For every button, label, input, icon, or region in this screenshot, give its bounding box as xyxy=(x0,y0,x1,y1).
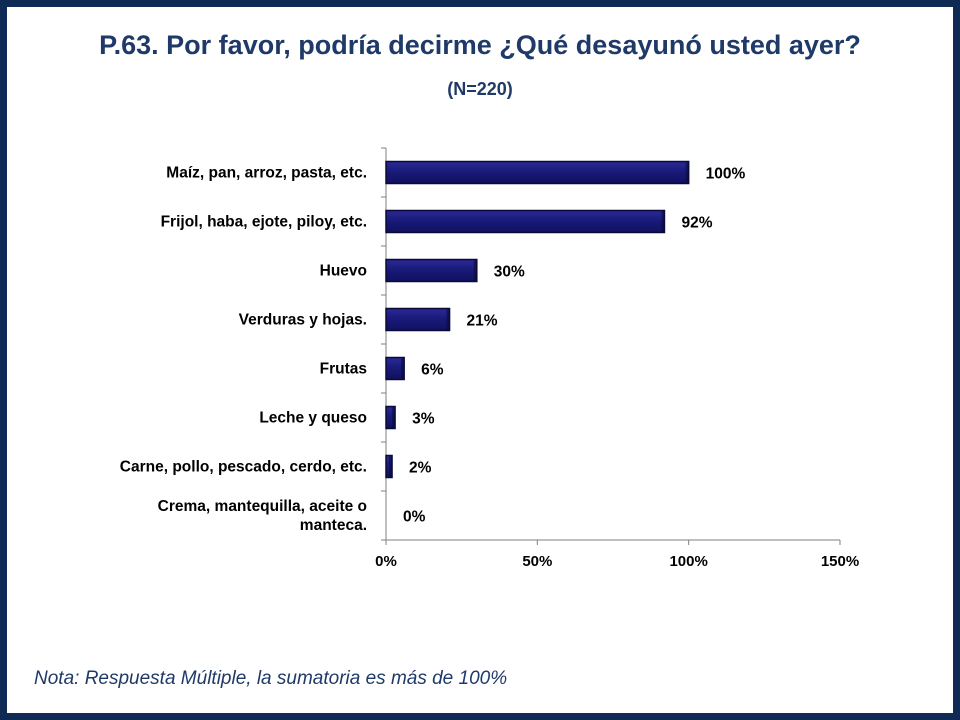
x-tick-label: 100% xyxy=(669,553,707,570)
bar-edge xyxy=(473,259,477,282)
data-label: 21% xyxy=(467,313,498,330)
category-label: Huevo xyxy=(320,263,367,280)
footnote: Nota: Respuesta Múltiple, la sumatoria e… xyxy=(34,668,508,689)
slide-title: P.63. Por favor, podría decirme ¿Qué des… xyxy=(99,30,861,60)
bar xyxy=(385,209,666,234)
bar-edge xyxy=(392,406,396,429)
bar xyxy=(385,307,451,332)
data-label: 92% xyxy=(681,215,712,232)
x-tick-label: 50% xyxy=(522,553,552,570)
data-label: 2% xyxy=(409,460,432,477)
category-label: Leche y queso xyxy=(259,410,367,427)
category-label: Verduras y hojas. xyxy=(239,312,367,329)
category-label: Crema, mantequilla, aceite o manteca. xyxy=(158,498,367,534)
category-label: Frijol, haba, ejote, piloy, etc. xyxy=(161,214,367,231)
data-label: 100% xyxy=(706,166,746,183)
bar-edge xyxy=(401,357,405,380)
bar-edge xyxy=(685,161,689,184)
x-tick-label: 0% xyxy=(375,553,397,570)
bar xyxy=(385,258,478,283)
data-label: 30% xyxy=(494,264,525,281)
bar-edge xyxy=(661,210,665,233)
x-tick-label: 150% xyxy=(821,553,859,570)
data-label: 0% xyxy=(403,509,426,526)
category-label: Carne, pollo, pescado, cerdo, etc. xyxy=(120,459,367,476)
slide-subtitle: (N=220) xyxy=(447,79,513,99)
data-label: 3% xyxy=(412,411,435,428)
bar xyxy=(385,160,690,185)
category-label: Maíz, pan, arroz, pasta, etc. xyxy=(166,165,367,182)
bar-edge xyxy=(446,308,450,331)
data-label: 6% xyxy=(421,362,444,379)
category-label: Frutas xyxy=(320,361,367,378)
bar-edge xyxy=(389,455,393,478)
